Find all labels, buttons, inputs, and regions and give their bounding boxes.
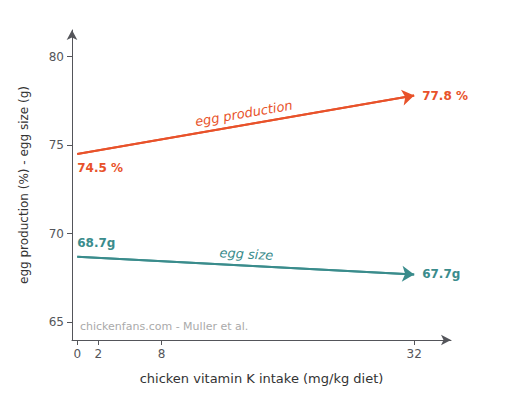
svg-text:chicken vitamin K intake (mg/k: chicken vitamin K intake (mg/kg diet) — [140, 371, 384, 386]
svg-text:egg production: egg production — [194, 98, 294, 130]
svg-text:65: 65 — [49, 315, 64, 329]
svg-text:8: 8 — [158, 347, 166, 361]
svg-text:32: 32 — [407, 347, 422, 361]
svg-text:0: 0 — [73, 347, 81, 361]
svg-text:80: 80 — [49, 50, 64, 64]
svg-text:egg size: egg size — [219, 245, 274, 263]
svg-text:2: 2 — [94, 347, 102, 361]
svg-text:77.8 %: 77.8 % — [422, 89, 468, 103]
svg-text:74.5 %: 74.5 % — [77, 161, 123, 175]
svg-text:egg production (%) - egg size: egg production (%) - egg size (g) — [17, 86, 31, 284]
svg-text:75: 75 — [49, 138, 64, 152]
svg-text:70: 70 — [49, 227, 64, 241]
svg-text:chickenfans.com - Muller et al: chickenfans.com - Muller et al. — [80, 320, 248, 333]
svg-text:67.7g: 67.7g — [422, 267, 460, 281]
svg-text:68.7g: 68.7g — [77, 236, 115, 250]
